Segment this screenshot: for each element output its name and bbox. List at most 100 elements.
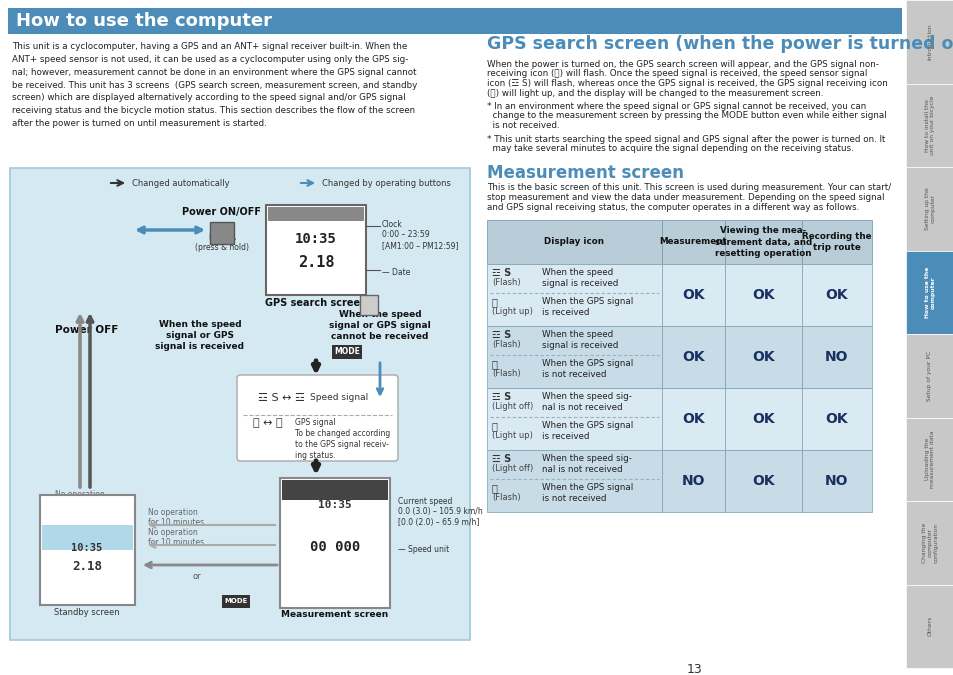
Bar xyxy=(8,8,901,34)
Bar xyxy=(724,264,801,326)
Text: * In an environment where the speed signal or GPS signal cannot be received, you: * In an environment where the speed sign… xyxy=(486,102,865,111)
Bar xyxy=(486,264,661,326)
Bar xyxy=(905,250,953,334)
Text: Standby screen: Standby screen xyxy=(54,608,120,617)
Text: OK: OK xyxy=(681,412,704,426)
Text: 2.18: 2.18 xyxy=(71,560,102,573)
Text: When the speed sig-
nal is not received: When the speed sig- nal is not received xyxy=(541,392,631,412)
Text: NO: NO xyxy=(681,474,704,488)
Text: ⓧ: ⓧ xyxy=(492,359,497,369)
Text: Power ON/OFF: Power ON/OFF xyxy=(182,207,261,217)
Text: Measurement screen: Measurement screen xyxy=(281,610,388,619)
Text: Changed by operating buttons: Changed by operating buttons xyxy=(322,178,451,188)
Text: POWER
(press & hold): POWER (press & hold) xyxy=(194,233,249,252)
Text: Clock
0:00 – 23:59
[AM1:00 – PM12:59]: Clock 0:00 – 23:59 [AM1:00 – PM12:59] xyxy=(381,220,458,250)
Bar xyxy=(359,295,377,315)
Bar xyxy=(905,501,953,585)
Text: No operation
for 50 minutes: No operation for 50 minutes xyxy=(55,490,112,510)
Bar xyxy=(486,450,661,512)
Text: ☲ S: ☲ S xyxy=(492,330,511,340)
Bar xyxy=(42,525,132,550)
Text: (Flash): (Flash) xyxy=(492,340,520,349)
Bar xyxy=(801,388,871,450)
Bar xyxy=(801,220,871,264)
Text: Recording the
trip route: Recording the trip route xyxy=(801,232,871,252)
Bar xyxy=(661,326,724,388)
Text: When the speed
signal or GPS
signal is received: When the speed signal or GPS signal is r… xyxy=(155,320,244,351)
Text: — Date: — Date xyxy=(381,268,410,277)
Text: (Light up): (Light up) xyxy=(492,307,533,316)
Text: When the GPS signal
is not received: When the GPS signal is not received xyxy=(541,359,633,379)
Text: When the GPS signal
is not received: When the GPS signal is not received xyxy=(541,483,633,503)
Bar xyxy=(905,167,953,250)
Text: When the speed
signal or GPS signal
cannot be received: When the speed signal or GPS signal cann… xyxy=(329,310,431,341)
Bar xyxy=(661,220,724,264)
Text: OK: OK xyxy=(825,412,847,426)
Text: ☲ S ↔ ☲: ☲ S ↔ ☲ xyxy=(257,393,305,403)
Bar xyxy=(661,450,724,512)
Bar xyxy=(661,388,724,450)
Bar xyxy=(724,388,801,450)
Text: may take several minutes to acquire the signal depending on the receiving status: may take several minutes to acquire the … xyxy=(486,144,853,153)
Bar xyxy=(486,220,661,264)
Bar xyxy=(905,334,953,418)
Bar xyxy=(10,168,470,640)
Bar xyxy=(724,326,801,388)
Text: (ⓧ) will light up, and the display will be changed to the measurement screen.: (ⓧ) will light up, and the display will … xyxy=(486,88,822,97)
Text: Speed signal: Speed signal xyxy=(310,393,368,402)
Text: OK: OK xyxy=(751,288,774,302)
Text: ☲ S: ☲ S xyxy=(492,454,511,464)
Text: OK: OK xyxy=(751,412,774,426)
Text: GPS search screen (when the power is turned on): GPS search screen (when the power is tur… xyxy=(486,35,953,53)
Text: (Flash): (Flash) xyxy=(492,278,520,287)
Text: OK: OK xyxy=(825,288,847,302)
Text: (Flash): (Flash) xyxy=(492,493,520,502)
Text: change to the measurement screen by pressing the MODE button even while either s: change to the measurement screen by pres… xyxy=(486,111,886,121)
Text: 10:35: 10:35 xyxy=(317,500,352,510)
Text: OK: OK xyxy=(681,350,704,364)
Text: and GPS signal receiving status, the computer operates in a different way as fol: and GPS signal receiving status, the com… xyxy=(486,202,859,211)
Bar xyxy=(801,450,871,512)
Text: OK: OK xyxy=(751,350,774,364)
Text: OK: OK xyxy=(751,474,774,488)
Text: How to install the
unit on your bicycle: How to install the unit on your bicycle xyxy=(923,95,935,155)
Text: How to use the computer: How to use the computer xyxy=(16,12,272,30)
Bar xyxy=(801,326,871,388)
Text: 10:35: 10:35 xyxy=(294,232,336,246)
Bar xyxy=(280,478,390,608)
Text: This unit is a cyclocomputer, having a GPS and an ANT+ signal receiver built-in.: This unit is a cyclocomputer, having a G… xyxy=(12,42,416,128)
Text: MODE: MODE xyxy=(334,348,359,356)
Bar xyxy=(40,495,135,605)
Bar xyxy=(905,418,953,501)
Bar xyxy=(210,222,233,244)
Bar xyxy=(266,205,366,295)
Text: GPS signal
To be changed according
to the GPS signal receiv-
ing status.: GPS signal To be changed according to th… xyxy=(294,418,390,460)
Text: OK: OK xyxy=(681,288,704,302)
Text: Changed automatically: Changed automatically xyxy=(132,178,230,188)
Text: 00 000: 00 000 xyxy=(310,540,359,554)
Text: ☲ S: ☲ S xyxy=(492,392,511,402)
Text: When the GPS signal
is received: When the GPS signal is received xyxy=(541,421,633,441)
Text: icon (☲ S) will flash, whereas once the GPS signal is received, the GPS signal r: icon (☲ S) will flash, whereas once the … xyxy=(486,79,887,88)
Bar xyxy=(268,207,364,221)
Text: MODE: MODE xyxy=(224,598,248,604)
Bar xyxy=(486,326,661,388)
Text: — Speed unit: — Speed unit xyxy=(397,545,449,554)
Text: Measurement: Measurement xyxy=(659,238,726,246)
Text: 10:35: 10:35 xyxy=(71,543,103,553)
Text: Display icon: Display icon xyxy=(544,238,604,246)
Bar xyxy=(724,450,801,512)
Text: is not received.: is not received. xyxy=(486,121,559,130)
Text: Changing the
computer
configuration: Changing the computer configuration xyxy=(921,522,938,563)
Text: (Light up): (Light up) xyxy=(492,431,533,440)
Bar xyxy=(724,220,801,264)
Text: 2.18: 2.18 xyxy=(297,255,334,270)
Bar xyxy=(486,388,661,450)
Bar xyxy=(332,345,361,359)
Text: Measurement screen: Measurement screen xyxy=(486,163,683,182)
Text: When the speed
signal is received: When the speed signal is received xyxy=(541,268,618,288)
Text: or: or xyxy=(193,572,201,581)
Text: When the GPS signal
is received: When the GPS signal is received xyxy=(541,297,633,317)
Text: Viewing the mea-
surement data, and
resetting operation: Viewing the mea- surement data, and rese… xyxy=(714,226,811,258)
Text: Introduction: Introduction xyxy=(926,24,931,60)
